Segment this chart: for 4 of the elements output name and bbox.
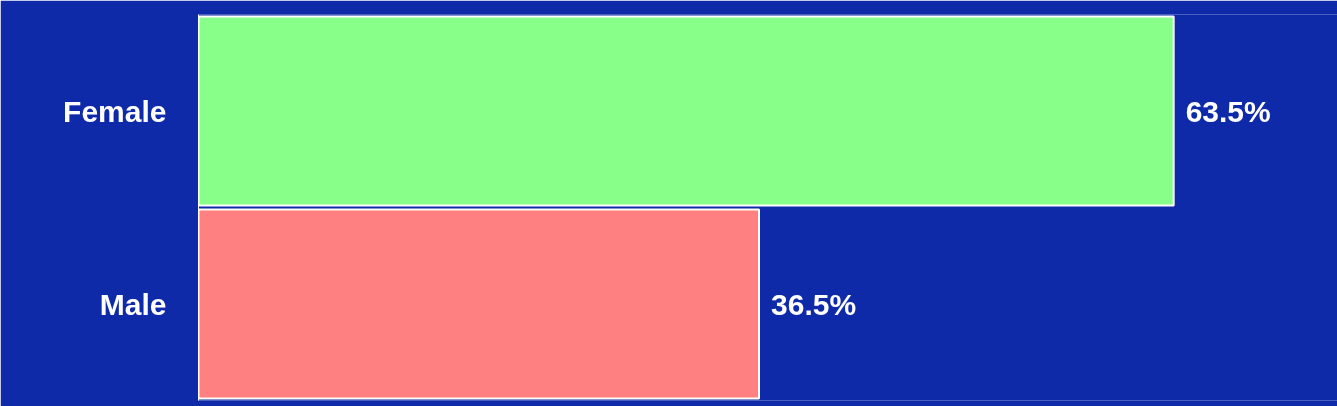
y-tick-label: Male (99, 287, 167, 321)
data-label: 63.5% (1185, 94, 1271, 128)
y-tick-label: Female (63, 94, 167, 128)
data-label: 36.5% (771, 287, 857, 321)
